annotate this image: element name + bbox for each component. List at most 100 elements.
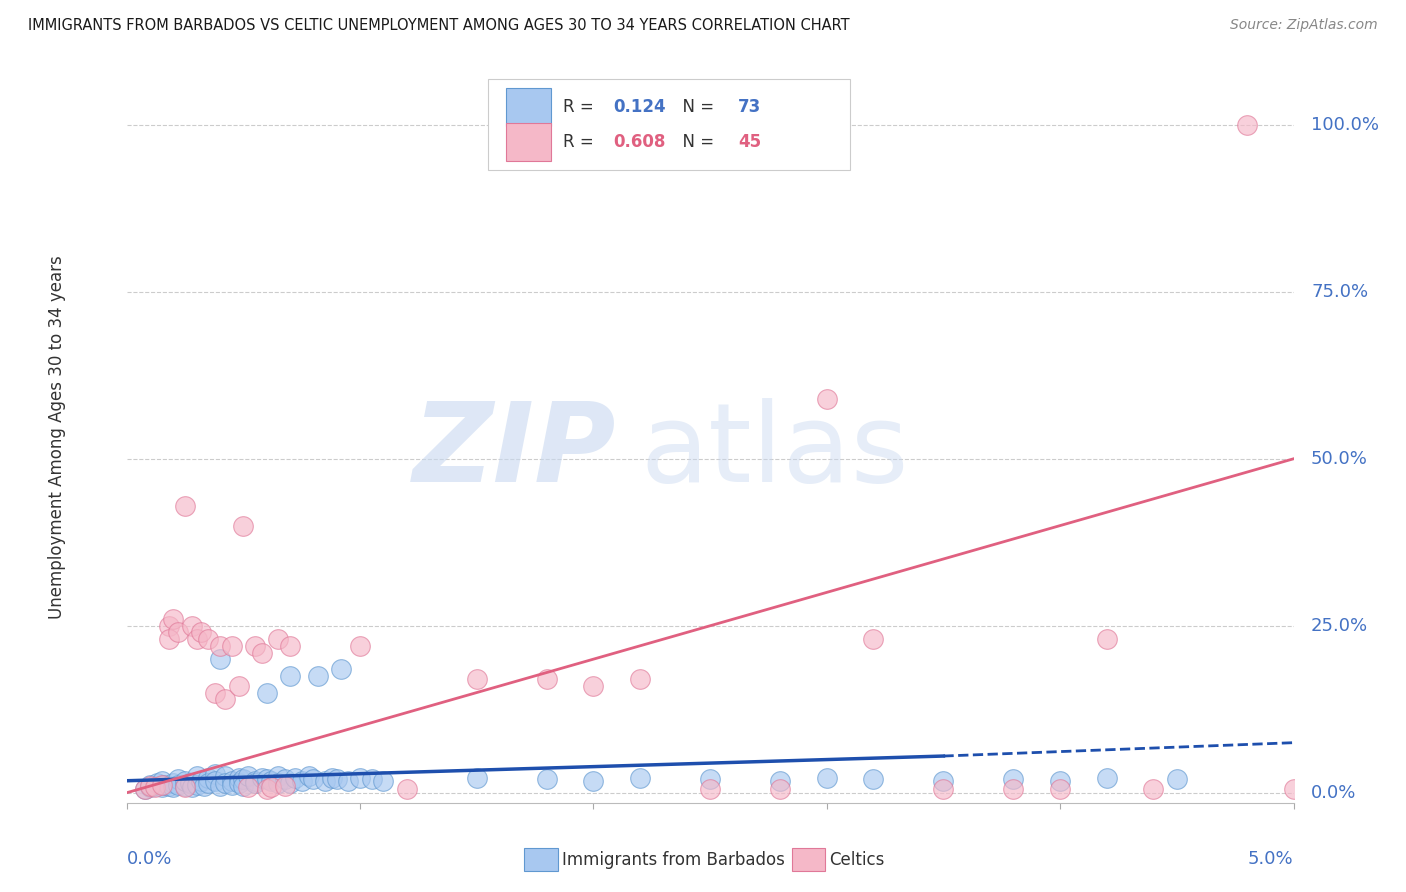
Point xyxy=(197,632,219,647)
Point xyxy=(1049,773,1071,788)
Point xyxy=(214,692,236,706)
Point xyxy=(582,773,605,788)
Point xyxy=(1049,782,1071,797)
Point xyxy=(228,771,250,785)
Point xyxy=(143,779,166,793)
Point xyxy=(290,773,312,788)
Point xyxy=(153,778,176,792)
Point xyxy=(228,776,250,790)
Point xyxy=(174,773,197,788)
Point xyxy=(186,778,208,792)
Point xyxy=(628,672,651,686)
Point xyxy=(349,639,371,653)
Text: R =: R = xyxy=(562,98,599,116)
Point xyxy=(197,776,219,790)
FancyBboxPatch shape xyxy=(506,88,551,127)
Point xyxy=(232,779,254,793)
Point xyxy=(236,780,259,795)
Point xyxy=(256,782,278,797)
Point xyxy=(349,771,371,785)
Point xyxy=(214,769,236,783)
Point xyxy=(180,619,202,633)
Point xyxy=(162,780,184,795)
Point xyxy=(360,772,382,787)
Point xyxy=(278,776,301,790)
Point xyxy=(243,773,266,788)
Point xyxy=(186,769,208,783)
Point xyxy=(330,662,353,676)
Point xyxy=(134,782,156,797)
Point xyxy=(465,672,488,686)
Point xyxy=(769,782,792,797)
Text: 100.0%: 100.0% xyxy=(1310,116,1379,134)
Text: Celtics: Celtics xyxy=(830,851,884,869)
Point xyxy=(395,782,418,797)
Point xyxy=(221,639,243,653)
Text: Unemployment Among Ages 30 to 34 years: Unemployment Among Ages 30 to 34 years xyxy=(48,255,66,619)
Point xyxy=(180,780,202,795)
Point xyxy=(297,769,319,783)
Point xyxy=(582,679,605,693)
Point xyxy=(162,612,184,626)
Point xyxy=(256,685,278,699)
Point xyxy=(815,392,838,406)
Text: 0.0%: 0.0% xyxy=(1310,784,1357,802)
Point xyxy=(150,778,173,792)
Point xyxy=(536,672,558,686)
Point xyxy=(1002,782,1025,797)
FancyBboxPatch shape xyxy=(506,122,551,161)
Point xyxy=(174,779,197,793)
Point xyxy=(307,669,329,683)
Point xyxy=(228,679,250,693)
Point xyxy=(267,769,290,783)
Point xyxy=(862,772,884,787)
Point xyxy=(214,776,236,790)
Text: 0.124: 0.124 xyxy=(613,98,666,116)
Point xyxy=(134,782,156,797)
Point xyxy=(221,773,243,788)
Text: 25.0%: 25.0% xyxy=(1310,616,1368,635)
Point xyxy=(699,772,721,787)
Point xyxy=(1095,771,1118,785)
Text: 0.0%: 0.0% xyxy=(127,850,172,868)
FancyBboxPatch shape xyxy=(488,78,851,170)
Point xyxy=(174,499,197,513)
Point xyxy=(167,778,190,792)
Text: 45: 45 xyxy=(738,133,761,151)
Point xyxy=(174,780,197,795)
Text: ZIP: ZIP xyxy=(413,398,617,505)
Point xyxy=(190,625,212,640)
Text: 73: 73 xyxy=(738,98,761,116)
Point xyxy=(699,782,721,797)
Point xyxy=(204,767,226,781)
Point xyxy=(139,780,162,795)
Text: Immigrants from Barbados: Immigrants from Barbados xyxy=(562,851,786,869)
Point xyxy=(221,778,243,792)
Text: 0.608: 0.608 xyxy=(613,133,665,151)
Point xyxy=(232,772,254,787)
Point xyxy=(1166,772,1188,787)
Point xyxy=(190,773,212,788)
Text: 50.0%: 50.0% xyxy=(1310,450,1368,467)
Point xyxy=(1236,118,1258,132)
Point xyxy=(197,771,219,785)
Point xyxy=(150,773,173,788)
Point xyxy=(179,776,201,790)
Point xyxy=(139,779,162,793)
Point xyxy=(302,772,325,787)
Point xyxy=(1002,772,1025,787)
Point xyxy=(465,771,488,785)
Point xyxy=(769,773,792,788)
Point xyxy=(243,776,266,790)
Point xyxy=(193,779,215,793)
Point xyxy=(204,773,226,788)
Text: IMMIGRANTS FROM BARBADOS VS CELTIC UNEMPLOYMENT AMONG AGES 30 TO 34 YEARS CORREL: IMMIGRANTS FROM BARBADOS VS CELTIC UNEMP… xyxy=(28,18,849,33)
Point xyxy=(167,625,190,640)
Point xyxy=(278,669,301,683)
Point xyxy=(157,632,180,647)
Point xyxy=(1282,782,1305,797)
Point xyxy=(862,632,884,647)
Point xyxy=(1095,632,1118,647)
Point xyxy=(373,773,395,788)
Point xyxy=(208,779,231,793)
